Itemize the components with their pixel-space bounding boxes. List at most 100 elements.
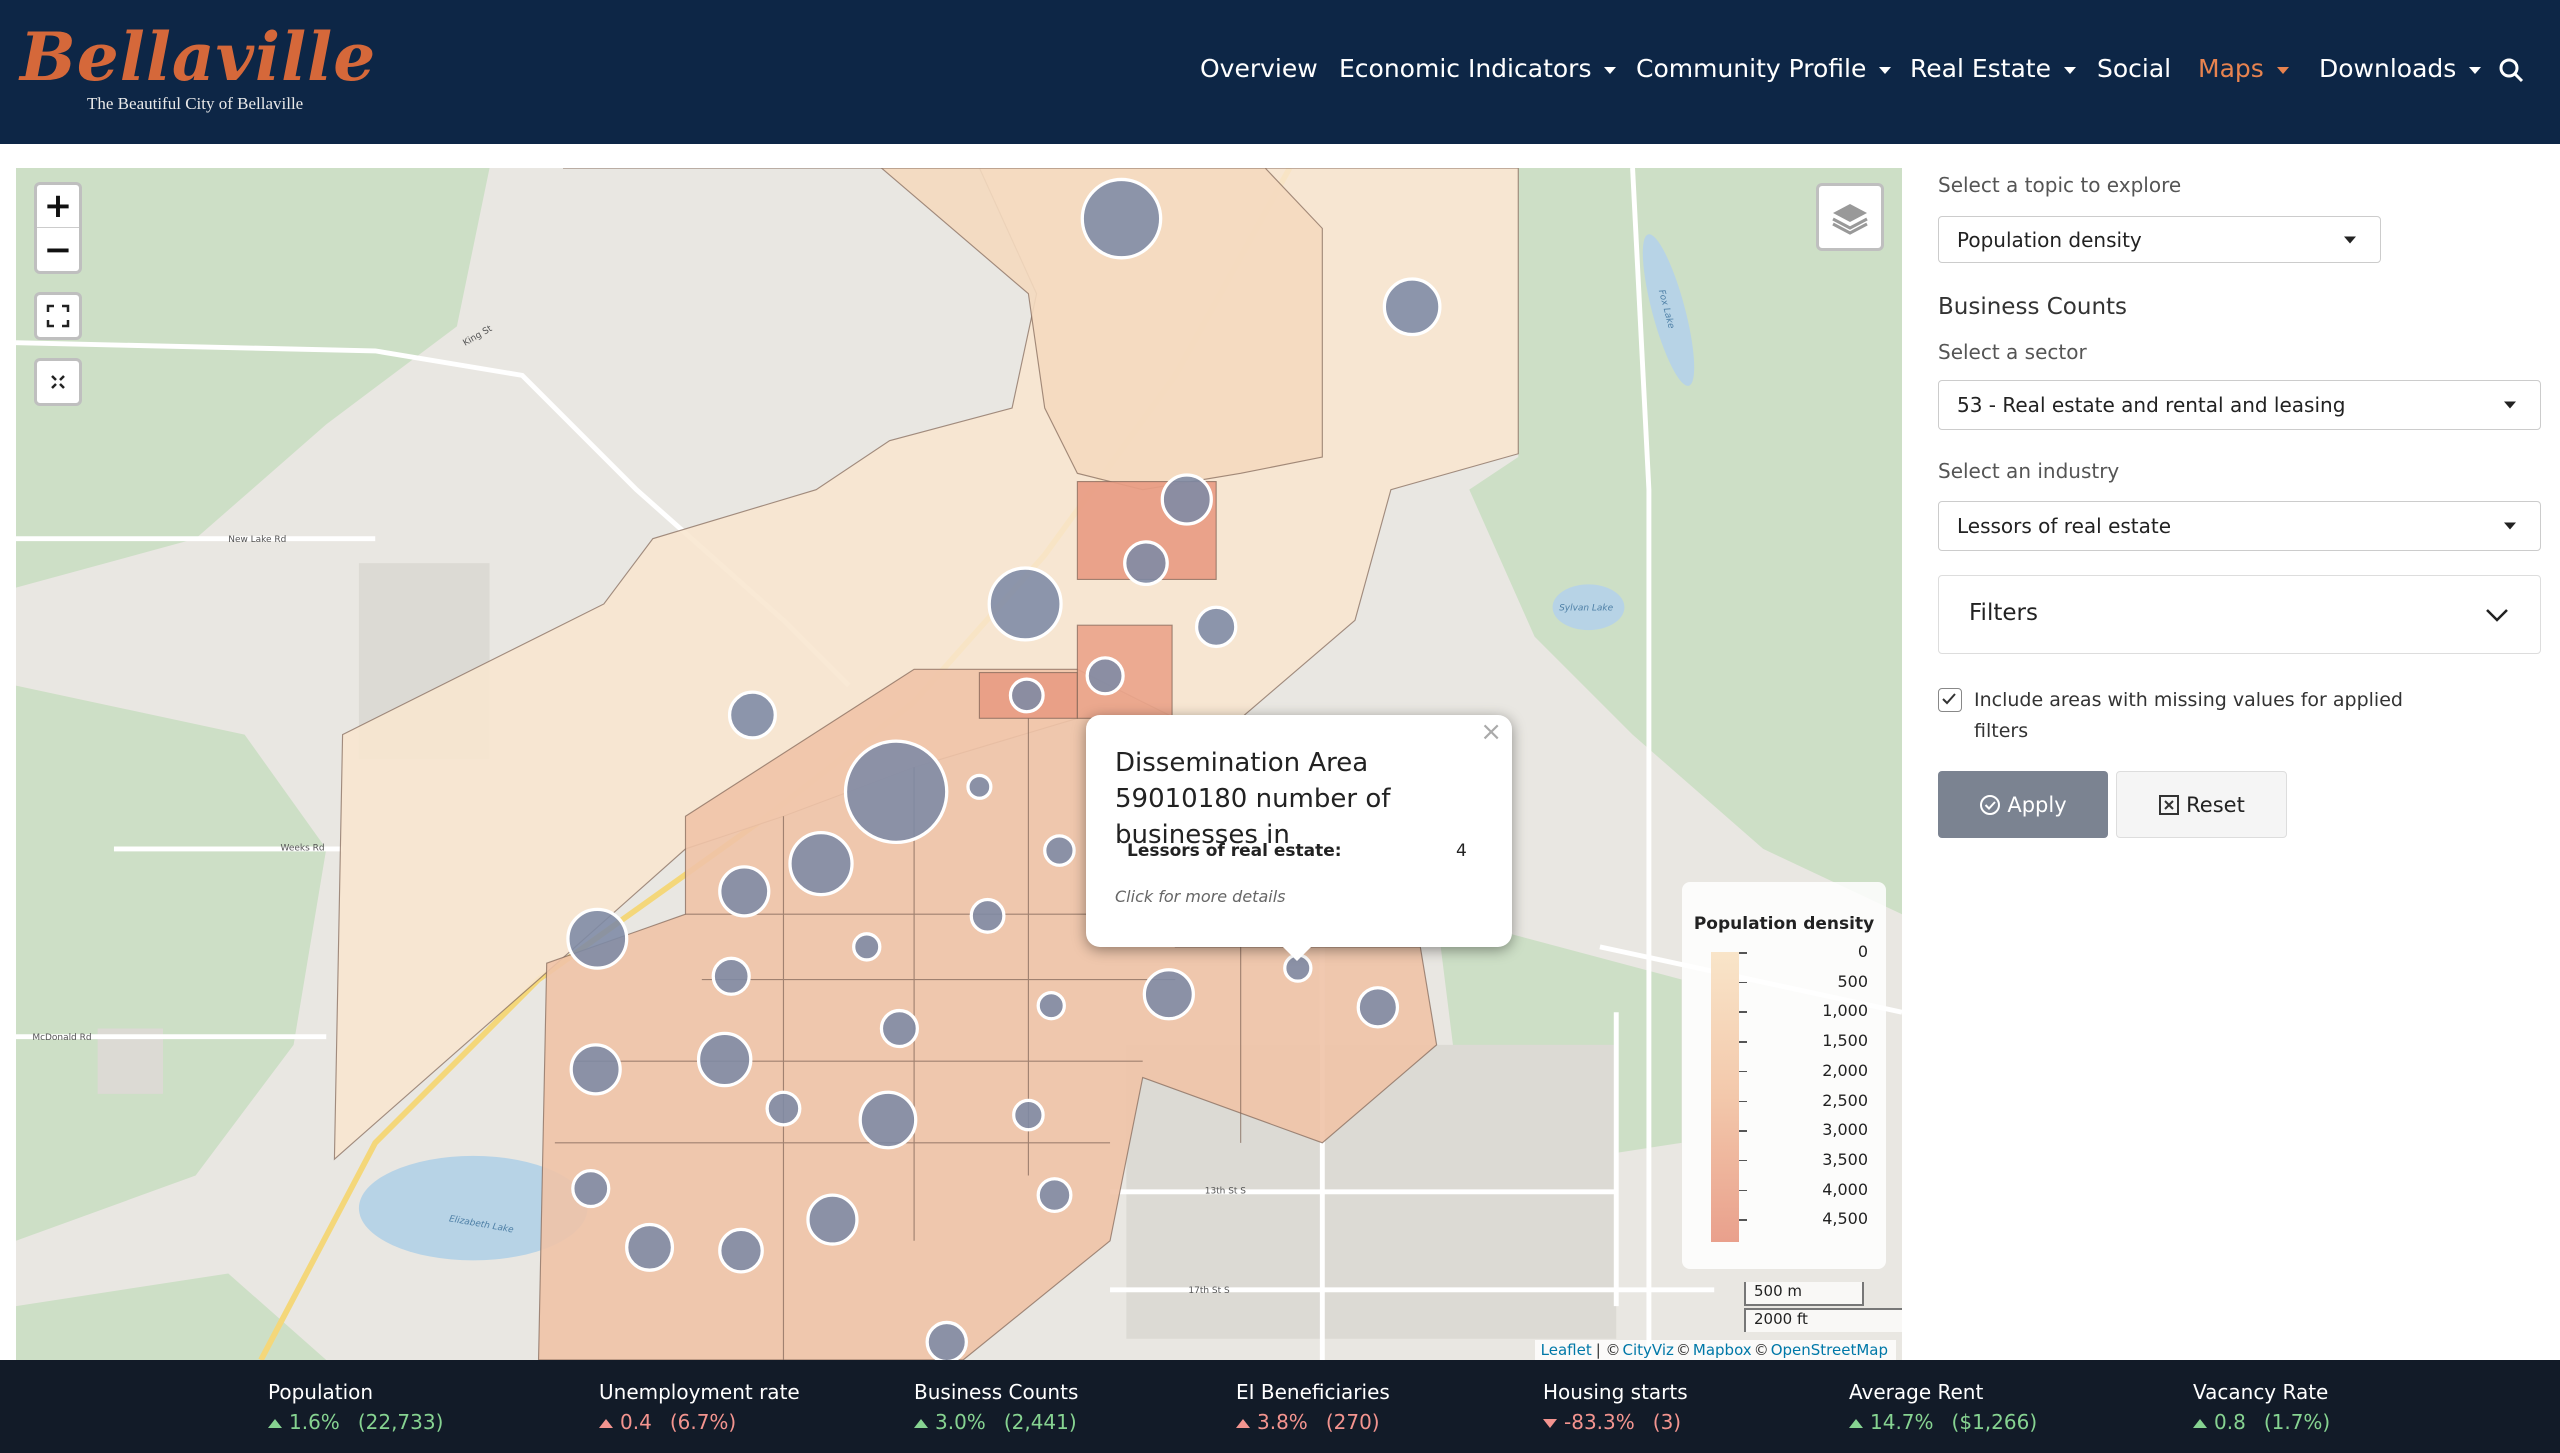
scale-imperial: 2000 ft	[1744, 1308, 1902, 1332]
stat-arrow	[1236, 1419, 1250, 1428]
stat-count: (270)	[1325, 1410, 1380, 1434]
legend-label: 3,000	[1822, 1120, 1868, 1140]
legend-label: 2,000	[1822, 1060, 1868, 1080]
apply-icon	[1980, 794, 2001, 815]
zoom-out[interactable]: −	[43, 229, 73, 270]
map-label: Weeks Rd	[281, 844, 325, 854]
stat-count: ($1,266)	[1951, 1410, 2038, 1434]
nav-label: Social	[2097, 54, 2172, 83]
attribution-link[interactable]: OpenStreetMap	[1770, 1341, 1888, 1359]
nav-item[interactable]: Downloads	[2319, 54, 2482, 83]
attribution-link[interactable]: CityViz	[1622, 1341, 1674, 1359]
legend-label: 1,000	[1822, 1001, 1868, 1021]
nav-item[interactable]: Economic Indicators	[1339, 54, 1617, 83]
stat-count: (1.7%)	[2263, 1410, 2331, 1434]
stat-name: Business Counts	[914, 1380, 1079, 1404]
stat-value-row: -83.3% (3)	[1543, 1410, 1688, 1434]
map-label: Sylvan Lake	[1559, 604, 1614, 614]
industry-label: Select an industry	[1938, 459, 2120, 483]
legend-tick	[1739, 1130, 1747, 1132]
stat-name: Housing starts	[1543, 1380, 1688, 1404]
layers-button[interactable]	[1816, 183, 1884, 251]
legend-tick	[1739, 1189, 1747, 1192]
reset-view-button[interactable]	[34, 358, 82, 406]
stat-arrow	[1849, 1419, 1863, 1428]
popup-close[interactable]: ×	[1480, 717, 1502, 747]
search-icon[interactable]	[2498, 57, 2524, 83]
reset-view-icon	[51, 375, 65, 389]
legend-label: 0	[1857, 942, 1868, 961]
popup-link[interactable]: Click for more details	[1115, 887, 1286, 906]
stat: Population 1.6% (22,733)	[268, 1380, 443, 1434]
map-label: 13th St S	[1205, 1186, 1247, 1196]
industry-select[interactable]: Lessors of real estate	[1938, 501, 2541, 551]
stat-change: -83.3%	[1564, 1410, 1635, 1434]
attribution-text: ©	[1753, 1341, 1769, 1359]
nav-caret	[2469, 66, 2482, 74]
popup: × Dissemination Area 59010180 number of …	[1086, 715, 1512, 961]
nav-item[interactable]: Real Estate	[1910, 54, 2076, 83]
nav-item[interactable]: Community Profile	[1636, 54, 1892, 83]
attribution-text: | ©	[1595, 1341, 1621, 1359]
legend-label: 500	[1837, 971, 1868, 991]
reset-icon	[2159, 794, 2180, 815]
select-caret	[2504, 522, 2516, 530]
nav-caret	[1879, 66, 1892, 74]
popup-row-label: Lessors of real estate:	[1127, 841, 1342, 861]
attribution-link[interactable]: Mapbox	[1692, 1341, 1752, 1359]
nav-label: Economic Indicators	[1339, 54, 1592, 83]
topic-label: Select a topic to explore	[1938, 173, 2182, 197]
select-caret	[2344, 236, 2356, 243]
stat-count: (2,441)	[1003, 1410, 1077, 1434]
reset-label: Reset	[2186, 792, 2245, 817]
topic-select[interactable]: Population density	[1938, 216, 2381, 263]
nav-item[interactable]: Social	[2097, 54, 2171, 83]
missing-checkbox-label: Include areas with missing values for ap…	[1974, 689, 2403, 742]
sector-select[interactable]: 53 - Real estate and rental and leasing	[1938, 380, 2541, 430]
legend-title: Population density	[1693, 914, 1875, 934]
stat-count: (3)	[1652, 1410, 1682, 1434]
stat-change: 0.8	[2214, 1410, 2246, 1434]
nav-caret	[1604, 66, 1617, 74]
fullscreen-button[interactable]	[34, 292, 82, 340]
stat: EI Beneficiaries 3.8% (270)	[1236, 1380, 1390, 1434]
logo[interactable]: Bellaville	[20, 18, 377, 96]
stat-arrow	[599, 1419, 613, 1428]
stat-value-row: 3.0% (2,441)	[914, 1410, 1078, 1434]
stat-count: (6.7%)	[669, 1410, 737, 1434]
stat-change: 1.6%	[289, 1410, 340, 1434]
popup-row-value: 4	[1456, 841, 1467, 861]
stat-change: 3.0%	[935, 1410, 986, 1434]
attribution-text: ©	[1675, 1341, 1691, 1359]
filters-chevron	[2486, 609, 2508, 622]
nav-caret	[2276, 66, 2289, 74]
stat-change: 0.4	[620, 1410, 652, 1434]
footer: Population 1.6% (22,733) Unemployment rate 0…	[0, 1360, 2560, 1453]
legend-label: 4,500	[1822, 1209, 1868, 1229]
legend-label: 4,000	[1822, 1179, 1868, 1199]
layers-icon	[1832, 204, 1868, 235]
missing-checkbox[interactable]	[1938, 688, 1962, 712]
filters-heading: Filters	[1969, 600, 2038, 626]
stat: Business Counts 3.0% (2,441)	[914, 1380, 1078, 1434]
stat-value-row: 3.8% (270)	[1236, 1410, 1390, 1434]
stat-value-row: 0.8 (1.7%)	[2193, 1410, 2330, 1434]
tagline: The Beautiful City of Bellaville	[87, 94, 304, 113]
nav-item[interactable]: Maps	[2198, 54, 2289, 83]
filters-panel[interactable]: Filters	[1938, 575, 2541, 654]
map[interactable]: King St New Lake Rd Weeks Rd McDonald Rd Eli…	[16, 168, 1902, 1360]
apply-button[interactable]: Apply	[1938, 771, 2108, 838]
map-label: 17th St S	[1188, 1286, 1230, 1296]
nav-item[interactable]: Overview	[1200, 54, 1318, 83]
zoom-in[interactable]: +	[37, 185, 79, 228]
nav-label: Community Profile	[1636, 54, 1867, 83]
apply-label: Apply	[2007, 792, 2067, 817]
reset-button[interactable]: Reset	[2116, 771, 2287, 838]
legend-tick	[1739, 1159, 1747, 1162]
attribution-link[interactable]: Leaflet	[1540, 1341, 1592, 1359]
stat-value-row: 14.7% ($1,266)	[1849, 1410, 2037, 1434]
stat-value-row: 1.6% (22,733)	[268, 1410, 443, 1434]
header: Bellaville The Beautiful City of Bellavi…	[0, 0, 2560, 144]
stat-arrow	[914, 1419, 928, 1428]
